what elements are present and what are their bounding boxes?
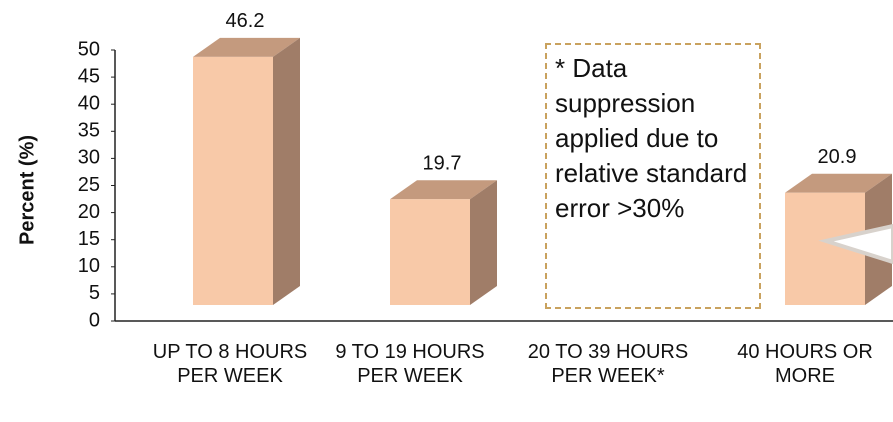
bar-side bbox=[470, 180, 497, 305]
callout-pointer bbox=[818, 223, 893, 265]
y-tick-label: 50 bbox=[78, 38, 100, 60]
y-tick-label: 5 bbox=[89, 282, 100, 304]
value-label: 46.2 bbox=[226, 10, 265, 32]
annotation: * Data suppression applied due to relati… bbox=[545, 43, 761, 309]
y-tick-label: 15 bbox=[78, 228, 100, 250]
value-label: 19.7 bbox=[423, 152, 462, 174]
x-tick-label: 20 TO 39 HOURS PER WEEK* bbox=[527, 341, 689, 387]
bar-top bbox=[785, 173, 892, 193]
bar bbox=[390, 199, 470, 305]
y-tick-label: 0 bbox=[89, 309, 100, 331]
x-tick-label: UP TO 8 HOURS PER WEEK bbox=[152, 341, 308, 387]
x-tick-label: 9 TO 19 HOURS PER WEEK bbox=[335, 341, 485, 387]
y-tick-label: 30 bbox=[78, 147, 100, 169]
y-tick-label: 20 bbox=[78, 201, 100, 223]
bar-top bbox=[193, 37, 300, 57]
bar bbox=[193, 56, 273, 305]
y-tick-label: 45 bbox=[78, 65, 100, 87]
x-tick-label: 40 HOURS OR MORE bbox=[737, 341, 873, 387]
value-label: 20.9 bbox=[818, 146, 857, 168]
y-axis-label: Percent (%) bbox=[16, 135, 38, 245]
y-tick-label: 35 bbox=[78, 120, 100, 142]
y-tick-label: 25 bbox=[78, 174, 100, 196]
y-tick-label: 10 bbox=[78, 255, 100, 277]
y-tick-label: 40 bbox=[78, 92, 100, 114]
bar-side bbox=[273, 37, 300, 305]
bar-top bbox=[390, 180, 497, 200]
